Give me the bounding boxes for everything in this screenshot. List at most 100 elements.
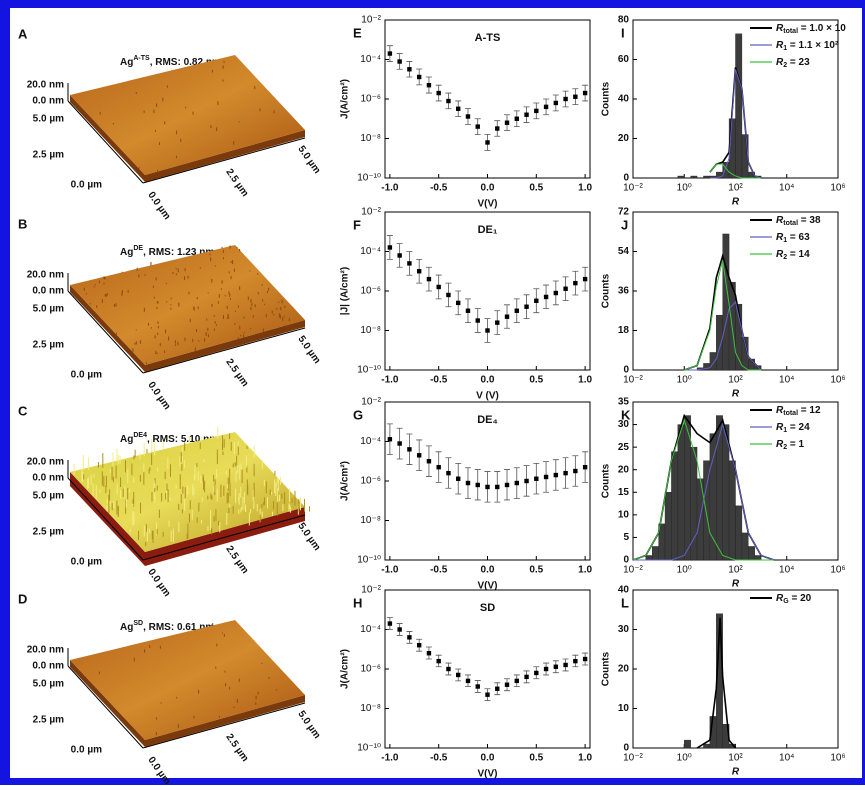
y-axis-label: J(A/cm²)	[340, 461, 351, 501]
x-tick-label: 10⁶	[830, 753, 845, 764]
data-point	[573, 280, 578, 286]
x-tick-label: 10⁻²	[623, 375, 643, 386]
data-point	[573, 658, 578, 664]
legend-label: R1 = 63	[776, 232, 810, 244]
y-tick-label: 18	[618, 325, 630, 336]
y-tick-label: 10⁻¹⁰	[357, 743, 381, 754]
y-tick-label: 10⁻⁸	[360, 133, 381, 144]
x-tick-label: 10⁴	[779, 565, 794, 576]
data-point	[397, 627, 402, 632]
fit-curve	[709, 69, 762, 179]
y-tick-label: 5	[623, 532, 629, 543]
data-point	[495, 126, 500, 131]
panel-letter: H	[353, 595, 362, 610]
data-point	[495, 484, 500, 490]
y-tick-label: 10⁻⁶	[360, 94, 381, 105]
afm-y-label: 2.5 µm	[33, 527, 64, 538]
data-point	[426, 459, 432, 464]
y-tick-label: 80	[618, 15, 630, 26]
afm-z-label: 0.0 nm	[32, 473, 64, 484]
data-point	[416, 643, 422, 648]
fit-curve	[633, 422, 775, 561]
y-tick-label: 54	[618, 246, 630, 257]
x-axis-label: V(V)	[478, 199, 498, 210]
histogram-bar	[754, 555, 762, 561]
x-tick-label: 10⁰	[677, 183, 692, 194]
x-tick-label: 10⁰	[677, 375, 692, 386]
data-point	[573, 468, 578, 474]
x-axis-label: V (V)	[476, 391, 499, 402]
y-tick-label: 10⁻⁶	[360, 476, 381, 487]
x-tick-label: 0.5	[529, 375, 543, 386]
legend-label: R2 = 23	[776, 57, 810, 69]
data-point	[524, 478, 529, 484]
y-tick-label: 10⁻⁶	[360, 286, 381, 297]
y-tick-label: 10⁻⁴	[360, 624, 381, 635]
fit-curve	[696, 617, 737, 749]
chart-title: DE₄	[477, 414, 498, 426]
histogram-bar	[671, 451, 679, 561]
data-point	[436, 284, 441, 290]
y-tick-label: 10⁻⁸	[360, 515, 381, 526]
legend-label: R1 = 1.1 × 10²	[776, 40, 839, 52]
afm-title: AgA-TS, RMS: 0.82 nm	[120, 55, 221, 68]
x-tick-label: 10⁴	[779, 753, 794, 764]
data-point	[514, 116, 519, 121]
data-point	[573, 94, 578, 99]
data-point	[485, 484, 490, 490]
data-point	[426, 82, 432, 88]
afm-y-label: 5.0 µm	[33, 679, 64, 690]
data-point	[446, 98, 451, 104]
data-point	[416, 453, 422, 458]
y-tick-label: 10⁻²	[361, 585, 381, 596]
histogram-bar	[664, 492, 672, 561]
data-point	[485, 692, 490, 697]
x-tick-label: 10⁶	[830, 183, 845, 194]
y-tick-label: 40	[618, 94, 630, 105]
panel-letter: K	[621, 407, 631, 422]
panel-letter: F	[353, 217, 361, 232]
y-tick-label: 20	[618, 664, 630, 675]
y-tick-label: 10	[618, 703, 630, 714]
histogram-bar	[716, 314, 723, 371]
x-tick-label: 1.0	[578, 753, 592, 764]
x-axis-label: R	[732, 579, 740, 590]
x-tick-label: 10²	[728, 375, 743, 386]
x-axis-label: V(V)	[478, 769, 498, 780]
data-point	[446, 292, 451, 298]
fit-curve	[709, 163, 762, 179]
histogram-bar	[690, 175, 698, 179]
histogram-bar	[709, 352, 717, 371]
legend-label: Rtotal = 1.0 × 10	[776, 23, 846, 35]
x-tick-label: 1.0	[578, 183, 592, 194]
afm-y-label: 5.0 µm	[33, 114, 64, 125]
afm-axis	[142, 702, 306, 749]
afm-z-label: 20.0 nm	[27, 645, 64, 656]
data-point	[397, 441, 402, 446]
legend-label: Rtotal = 38	[776, 215, 821, 227]
data-point	[504, 120, 510, 125]
data-point	[524, 112, 529, 117]
y-tick-label: 10⁻²	[361, 397, 381, 408]
data-point	[504, 314, 510, 319]
y-tick-label: 60	[618, 54, 630, 65]
x-tick-label: 10⁻²	[623, 183, 643, 194]
y-tick-label: 0	[623, 173, 629, 184]
panel-letter: L	[621, 595, 629, 610]
data-point	[563, 470, 568, 476]
legend-label: R2 = 14	[776, 249, 810, 261]
x-tick-label: 10²	[728, 565, 743, 576]
histogram-bar	[728, 460, 736, 561]
afm-y-label: 5.0 µm	[33, 304, 64, 315]
x-tick-label: 10²	[728, 753, 743, 764]
y-tick-label: 36	[618, 286, 630, 297]
afm-axis	[142, 327, 306, 374]
afm-axis	[142, 137, 306, 184]
afm-title: AgSD, RMS: 0.61 nm	[120, 620, 214, 633]
y-axis-label: Counts	[601, 81, 612, 116]
x-tick-label: 10⁶	[830, 375, 845, 386]
x-tick-label: 0.5	[529, 183, 543, 194]
afm-y-label: 0.0 µm	[71, 745, 102, 756]
data-point	[387, 245, 393, 250]
